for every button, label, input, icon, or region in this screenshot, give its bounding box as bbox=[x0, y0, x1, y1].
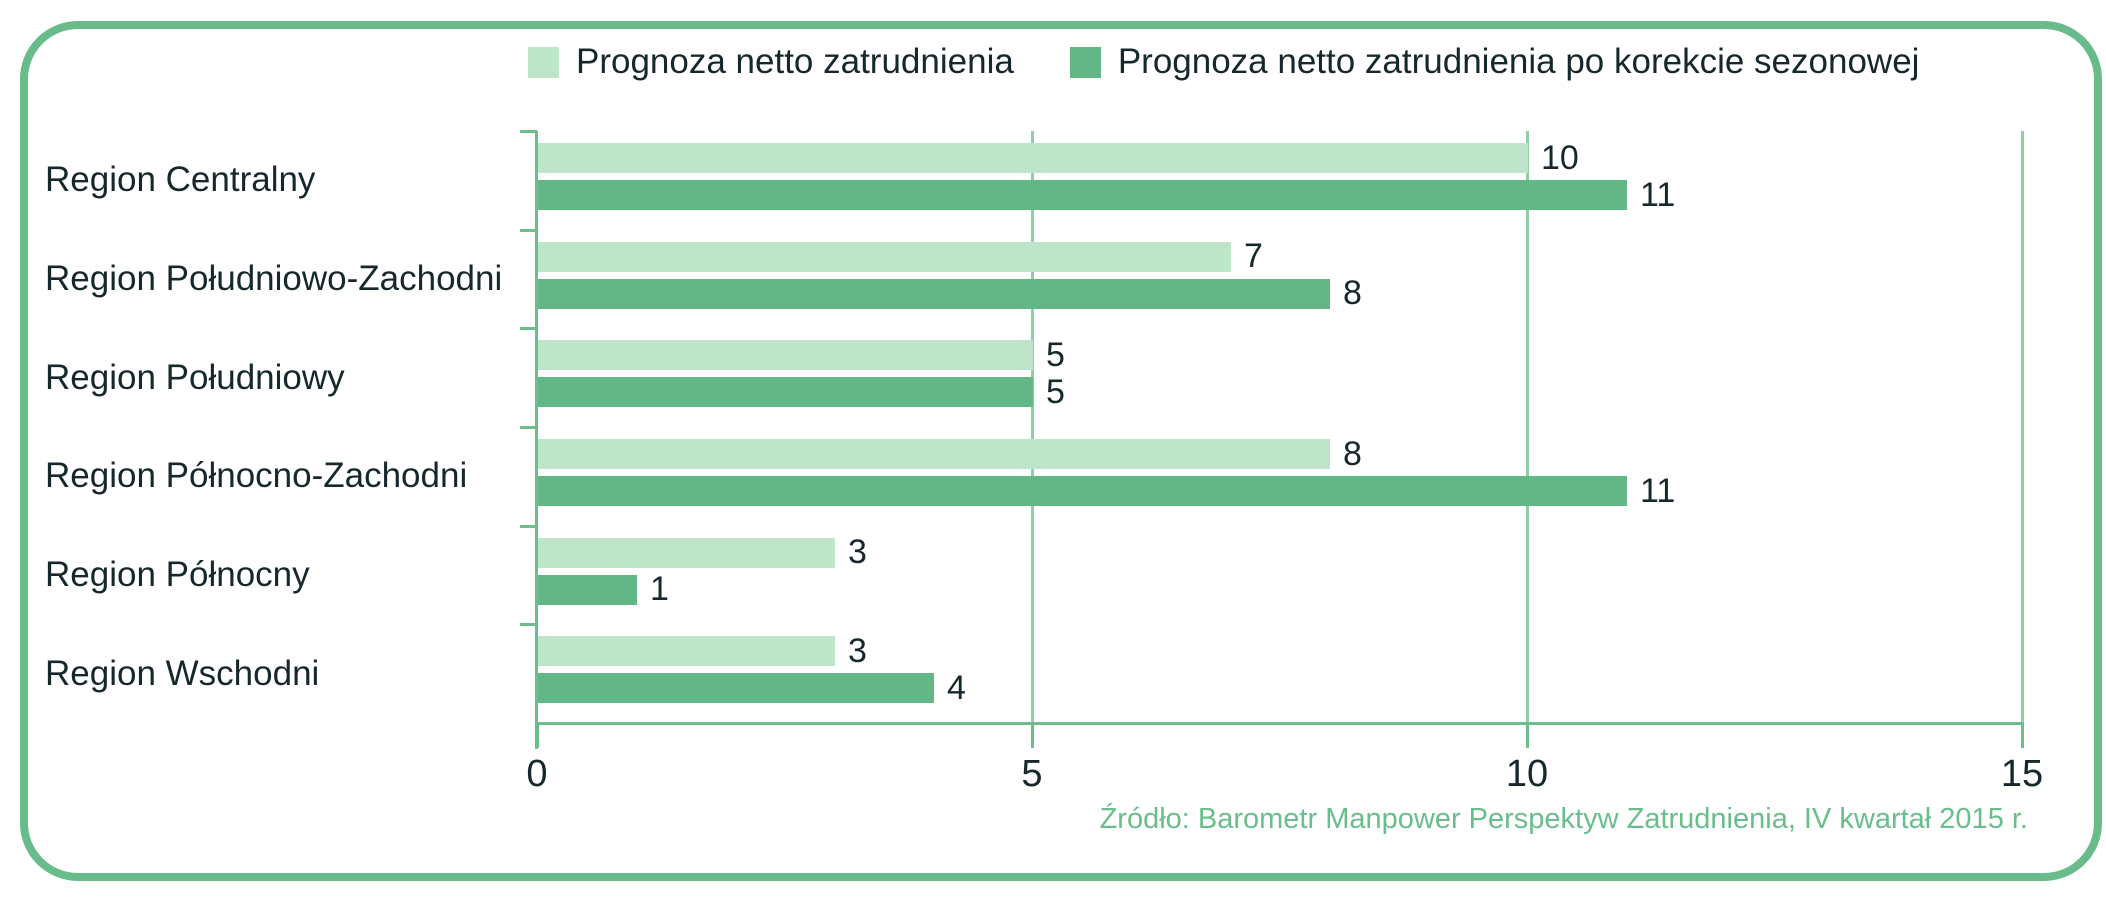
x-axis-line bbox=[535, 722, 2024, 725]
bar-value-label: 4 bbox=[947, 668, 966, 707]
bar-value-label: 11 bbox=[1640, 471, 1676, 510]
x-tick-label: 15 bbox=[2000, 753, 2044, 795]
x-tick-label: 5 bbox=[1021, 753, 1043, 795]
legend-item-net-forecast: Prognoza netto zatrudnienia bbox=[528, 42, 1014, 82]
category-label: Region Południowo-Zachodni bbox=[45, 258, 503, 298]
bar-light bbox=[538, 439, 1330, 469]
legend: Prognoza netto zatrudnienia Prognoza net… bbox=[528, 42, 1919, 82]
legend-item-seasonally-adjusted: Prognoza netto zatrudnienia po korekcie … bbox=[1069, 42, 1920, 82]
category-label: Region Południowy bbox=[45, 357, 345, 397]
bar-value-label: 1 bbox=[650, 570, 669, 609]
bar-value-label: 5 bbox=[1046, 335, 1065, 374]
bar-dark bbox=[538, 278, 1330, 309]
source-caption: Źródło: Barometr Manpower Perspektyw Zat… bbox=[1099, 803, 2028, 835]
bar-value-label: 3 bbox=[848, 631, 867, 670]
gridline bbox=[1525, 131, 1529, 723]
bar-light bbox=[538, 143, 1528, 173]
category-label: Region Północny bbox=[45, 554, 310, 594]
bar-light bbox=[538, 241, 1231, 272]
bar-dark bbox=[538, 180, 1627, 210]
x-axis-tick bbox=[1525, 723, 1529, 748]
x-axis-tick bbox=[1030, 723, 1034, 748]
gridline bbox=[2020, 131, 2024, 723]
x-tick-label: 10 bbox=[1505, 753, 1549, 795]
x-axis-tick bbox=[2020, 723, 2024, 748]
bar-value-label: 8 bbox=[1343, 434, 1362, 473]
legend-label-seasonally-adjusted: Prognoza netto zatrudnienia po korekcie … bbox=[1117, 42, 1920, 81]
bar-light bbox=[538, 636, 835, 667]
category-label: Region Północno-Zachodni bbox=[45, 456, 468, 496]
category-label: Region Wschodni bbox=[45, 653, 320, 693]
bar-dark bbox=[538, 673, 934, 704]
category-tick bbox=[520, 524, 537, 528]
bar-light bbox=[538, 340, 1033, 371]
bar-value-label: 7 bbox=[1244, 237, 1263, 276]
bar-value-label: 8 bbox=[1343, 274, 1362, 313]
legend-label-net-forecast: Prognoza netto zatrudnienia bbox=[576, 42, 1014, 81]
category-tick bbox=[520, 623, 537, 627]
x-axis-tick bbox=[535, 723, 539, 748]
category-tick bbox=[520, 426, 537, 429]
bar-light bbox=[538, 537, 835, 568]
legend-swatch-dark-icon bbox=[1069, 46, 1101, 78]
category-tick bbox=[520, 228, 537, 232]
category-tick bbox=[520, 327, 537, 331]
category-tick bbox=[520, 130, 537, 133]
bar-dark bbox=[538, 574, 637, 605]
gridline bbox=[1030, 131, 1034, 723]
bar-value-label: 11 bbox=[1640, 175, 1676, 214]
bar-value-label: 3 bbox=[848, 533, 867, 572]
bar-dark bbox=[538, 476, 1627, 506]
bar-value-label: 5 bbox=[1046, 372, 1065, 411]
x-tick-label: 0 bbox=[526, 753, 548, 795]
bar-dark bbox=[538, 377, 1033, 408]
legend-swatch-light-icon bbox=[528, 46, 559, 78]
category-label: Region Centralny bbox=[45, 160, 316, 200]
bar-value-label: 10 bbox=[1541, 138, 1579, 177]
y-axis-line bbox=[535, 131, 538, 749]
